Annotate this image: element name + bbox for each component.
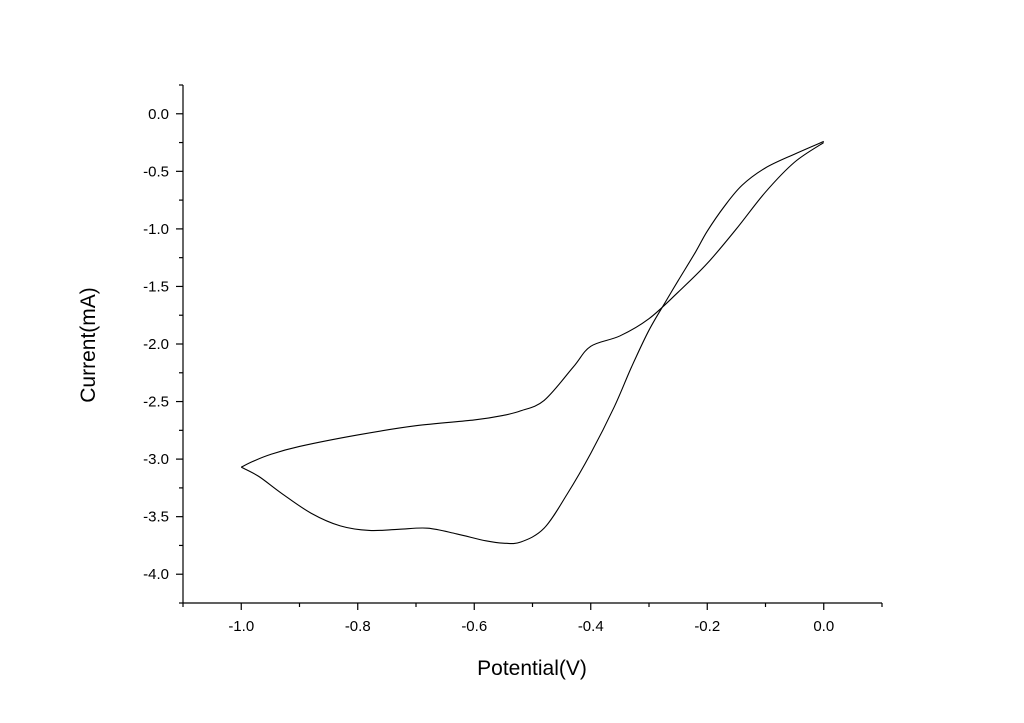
y-tick-label: -3.0 xyxy=(143,451,169,468)
x-tick-label: -0.8 xyxy=(345,618,371,635)
plot-area xyxy=(240,140,825,545)
y-tick-label: -0.5 xyxy=(143,163,169,180)
x-tick-label: -0.2 xyxy=(694,618,720,635)
y-tick-label: -2.5 xyxy=(143,394,169,411)
y-tick-label: -2.0 xyxy=(143,336,169,353)
y-tick-label: -3.5 xyxy=(143,509,169,526)
y-tick-label: -1.0 xyxy=(143,221,169,238)
series-line-1 xyxy=(241,142,825,468)
x-tick-label: -0.6 xyxy=(461,618,487,635)
y-tick-label: -1.5 xyxy=(143,278,169,295)
x-tick-label: -0.4 xyxy=(578,618,604,635)
x-tick-label: -1.0 xyxy=(228,618,254,635)
y-tick-label: -4.0 xyxy=(143,566,169,583)
y-tick-label: 0.0 xyxy=(148,106,169,123)
x-tick-label: 0.0 xyxy=(813,618,834,635)
y-axis-label: Current(mA) xyxy=(77,287,100,403)
axes: -1.0 -0.8 -0.6 -0.4 -0.2 0.0 0.0 -0.5 -1.0 -1.5 -2… xyxy=(143,84,883,635)
x-axis-label: Potential(V) xyxy=(477,657,587,680)
series-line-2 xyxy=(240,140,824,545)
